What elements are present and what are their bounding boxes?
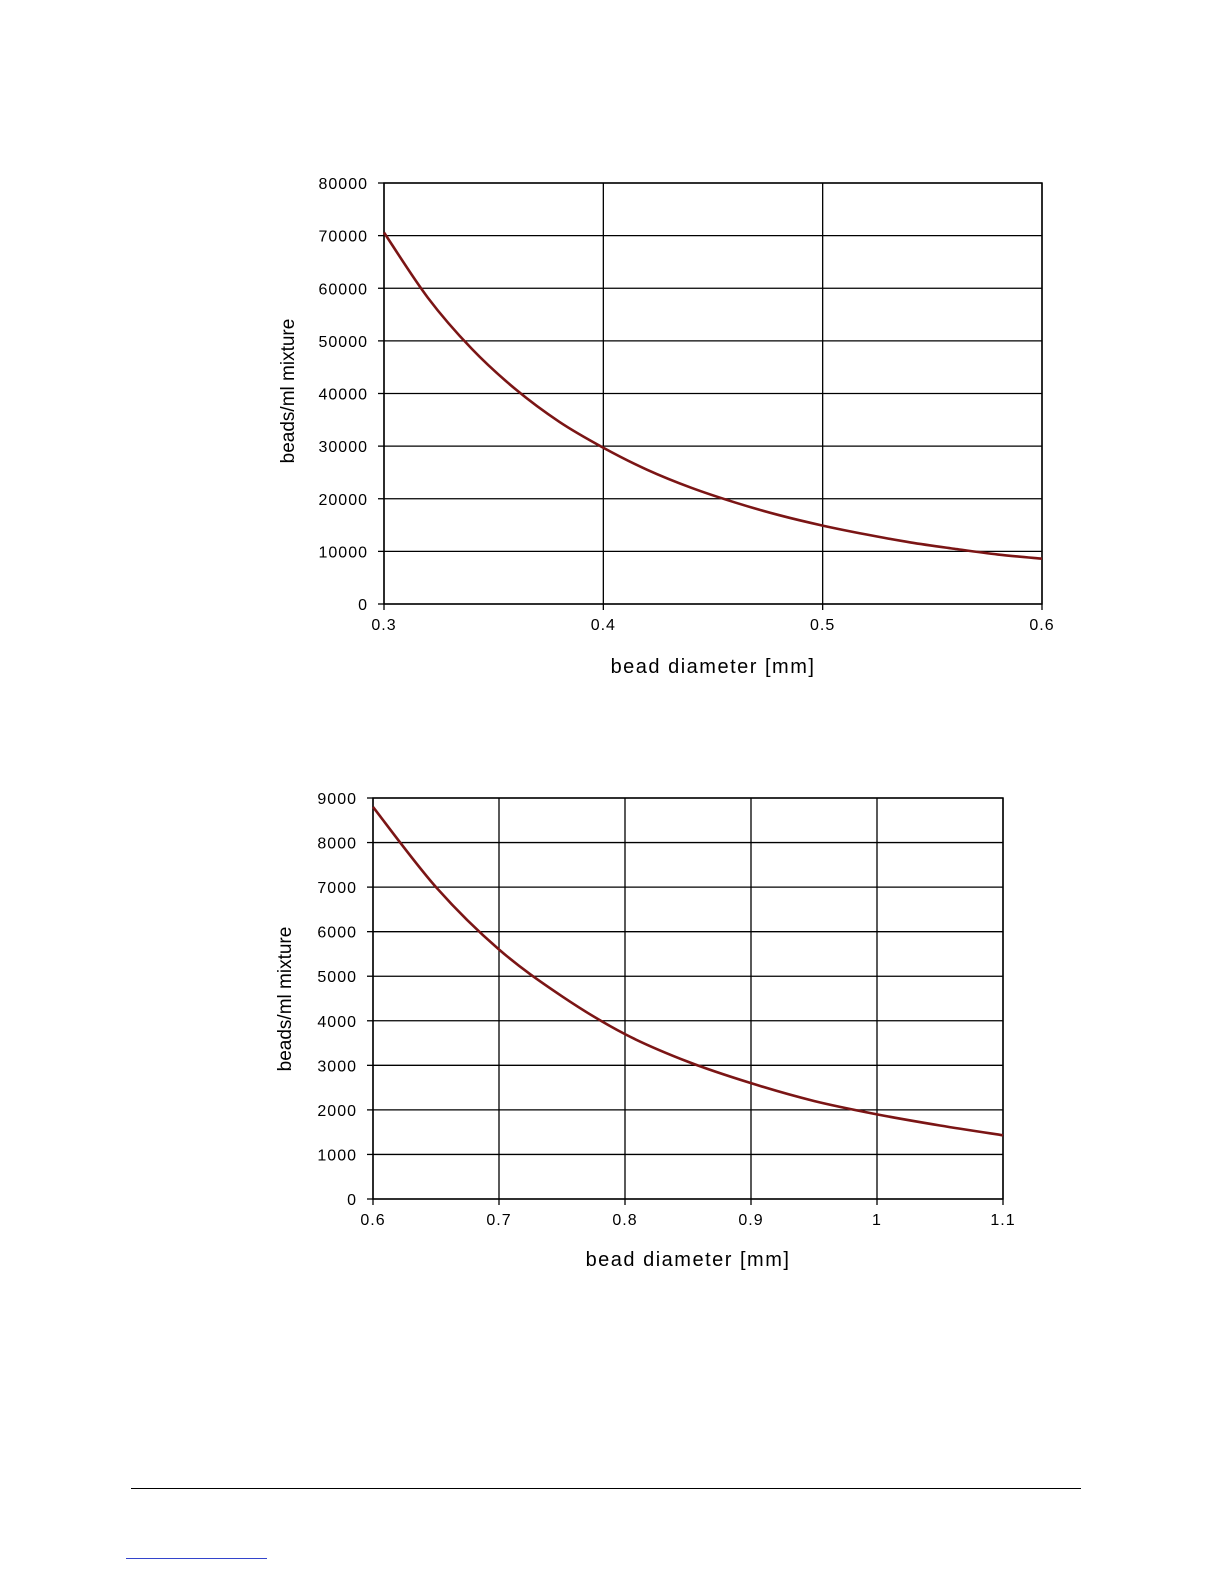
x-tick-label: 0.6 — [360, 1212, 385, 1229]
x-tick-label: 0.7 — [486, 1212, 511, 1229]
x-tick-label: 0.8 — [612, 1212, 637, 1229]
y-tick-label: 60000 — [319, 281, 369, 298]
y-tick-label: 4000 — [317, 1014, 357, 1031]
series-line — [371, 806, 1004, 1137]
x-axis-label: bead diameter [mm] — [586, 1249, 791, 1271]
footer-link-underline — [126, 1558, 267, 1559]
y-tick-label: 8000 — [317, 836, 357, 853]
y-tick-label: 30000 — [319, 439, 369, 456]
x-tick-label: 0.3 — [371, 617, 396, 634]
x-axis-label: bead diameter [mm] — [611, 656, 816, 678]
y-tick-label: 6000 — [317, 925, 357, 942]
y-tick-label: 0 — [347, 1192, 357, 1209]
y-tick-label: 5000 — [317, 969, 357, 986]
y-tick-label: 1000 — [317, 1147, 357, 1164]
footer-divider — [131, 1488, 1081, 1489]
chart-bead-density-small: 0 10000 20000 30000 40000 50000 60000 70000 8000… — [278, 176, 1054, 678]
y-axis-label: beads/ml mixture — [278, 319, 299, 464]
x-tick-label: 0.5 — [810, 617, 835, 634]
y-tick-label: 2000 — [317, 1103, 357, 1120]
plot-frame — [383, 182, 1043, 605]
y-axis-label: beads/ml mixture — [275, 927, 296, 1072]
y-tick-label: 70000 — [319, 229, 369, 246]
x-tick-label: 0.4 — [591, 617, 616, 634]
y-tick-label: 50000 — [319, 334, 369, 351]
y-tick-label: 0 — [358, 597, 368, 614]
plot-frame — [372, 797, 1004, 1200]
x-tick-label: 0.9 — [738, 1212, 763, 1229]
y-tick-label: 3000 — [317, 1058, 357, 1075]
y-tick-label: 10000 — [319, 544, 369, 561]
x-tick-label: 0.6 — [1029, 617, 1054, 634]
series-line — [382, 231, 1043, 561]
y-tick-label: 80000 — [319, 176, 369, 193]
y-tick-label: 9000 — [317, 791, 357, 808]
y-tick-label: 40000 — [319, 387, 369, 404]
y-tick-label: 20000 — [319, 492, 369, 509]
y-tick-label: 7000 — [317, 880, 357, 897]
x-tick-label: 1.1 — [990, 1212, 1015, 1229]
x-tick-label: 1 — [872, 1212, 882, 1229]
